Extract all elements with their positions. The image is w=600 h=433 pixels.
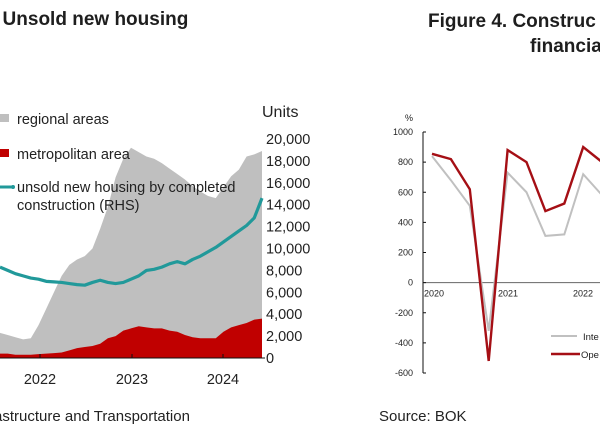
y-tick-label: 600 <box>398 187 413 197</box>
y-tick-label: 16,000 <box>266 176 310 192</box>
y-tick-label: 2,000 <box>266 329 302 345</box>
x-tick-label: 2021 <box>498 289 518 299</box>
y-tick-label: 14,000 <box>266 198 310 214</box>
y-tick-label: 0 <box>408 278 413 288</box>
legend-swatch-regional <box>0 114 9 122</box>
legend-label-regional: regional areas <box>17 112 109 128</box>
y-tick-label: 12,000 <box>266 220 310 236</box>
y-tick-label: 18,000 <box>266 154 310 170</box>
line-ope <box>431 145 600 362</box>
left-chart-title: . Unsold new housing <box>0 9 189 30</box>
y-tick-label: 400 <box>398 217 413 227</box>
area-regional-areas <box>0 147 262 358</box>
y-tick-label: 0 <box>266 351 274 367</box>
y-tick-label: 200 <box>398 248 413 258</box>
y-tick-label: 800 <box>398 157 413 167</box>
line-inte <box>431 155 600 331</box>
x-tick-label: 2024 <box>207 372 239 388</box>
x-tick-label: 2020 <box>424 289 444 299</box>
area-metropolitan-area <box>0 318 262 358</box>
y-tick-label: 20,000 <box>266 132 310 148</box>
right-chart-title-line2: financia <box>530 36 600 57</box>
line-unsold-completed <box>0 197 264 287</box>
legend-label-ope: Ope <box>581 350 599 361</box>
y-tick-label: 1000 <box>393 127 413 137</box>
y-tick-label: -400 <box>395 338 413 348</box>
legend-swatch-unsold-dot <box>11 185 15 189</box>
left-y-axis-label: Units <box>262 104 299 121</box>
legend-swatch-metropolitan <box>0 149 9 157</box>
legend-label-metropolitan: metropolitan area <box>17 147 131 163</box>
x-tick-label: 2023 <box>116 372 148 388</box>
legend-label-unsold-line1: unsold new housing by completed <box>17 180 235 196</box>
x-tick-label: 2022 <box>573 289 593 299</box>
x-tick-label: 2022 <box>24 372 56 388</box>
y-tick-label: 10,000 <box>266 242 310 258</box>
right-chart-title-line1: Figure 4. Construc <box>428 11 596 32</box>
y-tick-label: 8,000 <box>266 263 302 279</box>
y-tick-label: -600 <box>395 368 413 378</box>
right-source-note: Source: BOK <box>379 408 467 425</box>
y-tick-label: 6,000 <box>266 285 302 301</box>
right-y-axis-unit: % <box>405 113 413 123</box>
left-source-note: astructure and Transportation <box>0 408 190 425</box>
y-tick-label: -200 <box>395 308 413 318</box>
legend-label-inte: Inte <box>583 332 599 343</box>
y-tick-label: 4,000 <box>266 307 302 323</box>
legend-label-unsold-line2: construction (RHS) <box>17 198 139 214</box>
